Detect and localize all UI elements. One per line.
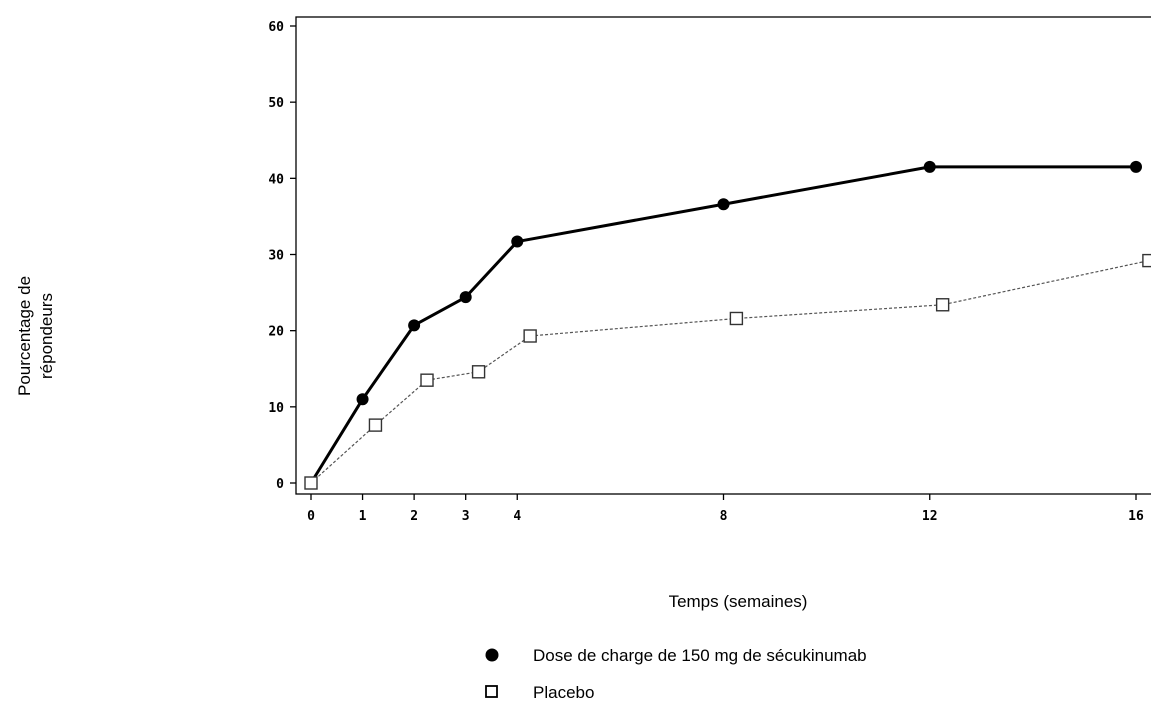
x-tick-label: 8 bbox=[720, 509, 728, 524]
data-point-secukinumab bbox=[356, 393, 369, 406]
x-axis-title: Temps (semaines) bbox=[669, 592, 808, 611]
x-tick-label: 3 bbox=[462, 509, 470, 524]
y-tick-label: 40 bbox=[268, 172, 284, 187]
legend-marker-placebo bbox=[485, 685, 498, 698]
x-tick-label: 12 bbox=[922, 509, 938, 524]
data-point-secukinumab bbox=[717, 198, 730, 211]
x-axis: 0 1 2 3 4 8 12 16 bbox=[307, 494, 1144, 524]
legend-label-placebo: Placebo bbox=[533, 683, 594, 702]
x-tick-label: 2 bbox=[410, 509, 418, 524]
data-point-secukinumab bbox=[511, 235, 524, 248]
series-markers bbox=[304, 160, 1151, 490]
x-tick-label: 1 bbox=[359, 509, 367, 524]
legend-marker-secukinumab bbox=[485, 648, 499, 662]
data-point-secukinumab bbox=[459, 291, 472, 304]
legend-label-secukinumab: Dose de charge de 150 mg de sécukinumab bbox=[533, 646, 867, 665]
data-point-placebo bbox=[523, 329, 537, 343]
x-tick-label: 16 bbox=[1128, 509, 1144, 524]
x-tick-label: 0 bbox=[307, 509, 315, 524]
data-point-placebo bbox=[729, 311, 744, 326]
x-tick-label: 4 bbox=[513, 509, 521, 524]
plot-frame bbox=[295, 16, 1151, 495]
y-tick-label: 50 bbox=[268, 96, 284, 111]
series-line-placebo bbox=[310, 260, 1150, 484]
data-point-placebo bbox=[935, 298, 950, 312]
data-point-placebo bbox=[420, 373, 434, 387]
y-tick-label: 20 bbox=[268, 325, 284, 340]
y-tick-label: 30 bbox=[268, 249, 284, 264]
data-point-secukinumab bbox=[1130, 160, 1142, 173]
data-point-secukinumab bbox=[408, 319, 421, 332]
data-point-placebo bbox=[471, 365, 486, 379]
y-axis-title-line-2: répondeurs bbox=[37, 293, 56, 379]
legend: Dose de charge de 150 mg de sécukinumab … bbox=[485, 646, 867, 702]
data-point-secukinumab bbox=[923, 160, 936, 173]
data-point-placebo bbox=[368, 418, 383, 432]
y-tick-label: 60 bbox=[268, 20, 284, 35]
series-lines bbox=[309, 165, 1150, 484]
y-tick-label: 10 bbox=[268, 401, 284, 416]
data-point-placebo bbox=[304, 476, 318, 490]
y-tick-label: 0 bbox=[276, 477, 284, 492]
data-point-placebo bbox=[1142, 253, 1151, 268]
series-line-secukinumab bbox=[309, 165, 1136, 484]
y-axis-title-line-1: Pourcentage de bbox=[15, 276, 34, 396]
y-axis: 0 10 20 30 40 50 60 bbox=[268, 20, 296, 492]
